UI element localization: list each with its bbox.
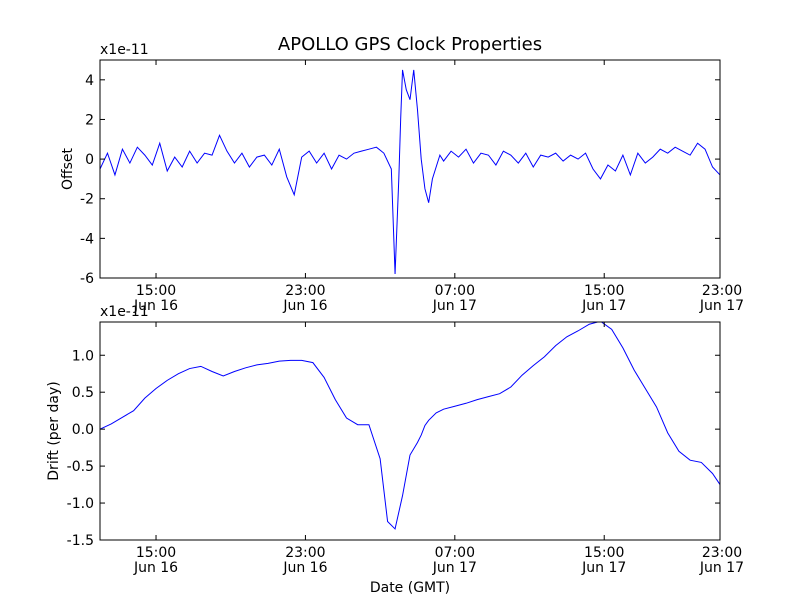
x-tick-time-label: 15:00 [584, 545, 624, 561]
x-tick-time-label: 07:00 [435, 283, 475, 299]
plot-frame [99, 321, 721, 541]
x-tick-date-label: Jun 16 [133, 298, 178, 314]
y-tick-label: -0.5 [67, 459, 94, 475]
x-tick-date-label: Jun 17 [581, 560, 626, 576]
y-tick-label: 0.0 [72, 422, 94, 438]
y-tick-label: 2 [85, 112, 94, 128]
x-tick-date-label: Jun 16 [282, 298, 327, 314]
x-tick-time-label: 23:00 [285, 545, 325, 561]
chart-title: APOLLO GPS Clock Properties [278, 34, 542, 55]
x-axis-label: Date (GMT) [370, 580, 450, 596]
series-line [100, 69, 720, 275]
y-axis-label: Drift (per day) [46, 381, 62, 480]
y-tick-label: 0.5 [72, 385, 94, 401]
x-tick-time-label: 15:00 [136, 283, 176, 299]
x-tick-date-label: Jun 17 [581, 298, 626, 314]
x-tick-date-label: Jun 17 [432, 298, 477, 314]
x-tick-time-label: 15:00 [584, 283, 624, 299]
x-tick-time-label: 15:00 [136, 545, 176, 561]
y-axis-label: Offset [60, 147, 76, 190]
x-tick-time-label: 23:00 [702, 545, 742, 561]
y-tick-label: -1.0 [67, 496, 94, 512]
x-tick-date-label: Jun 17 [699, 298, 744, 314]
y-tick-label: -2 [80, 192, 94, 208]
y-tick-label: 1.0 [72, 348, 94, 364]
y-tick-label: -1.5 [67, 533, 94, 549]
y-multiplier-label: x1e-11 [100, 304, 149, 320]
y-multiplier-label: x1e-11 [100, 42, 149, 58]
y-tick-label: 0 [85, 152, 94, 168]
x-tick-date-label: Jun 16 [282, 560, 327, 576]
x-tick-time-label: 23:00 [285, 283, 325, 299]
x-tick-date-label: Jun 17 [432, 560, 477, 576]
plot-frame [99, 59, 721, 279]
y-tick-label: 4 [85, 73, 94, 89]
x-tick-time-label: 07:00 [435, 545, 475, 561]
series-line [100, 322, 720, 530]
x-tick-date-label: Jun 16 [133, 560, 178, 576]
y-tick-label: -6 [80, 271, 94, 287]
x-tick-date-label: Jun 17 [699, 560, 744, 576]
y-tick-label: -4 [80, 231, 94, 247]
x-tick-time-label: 23:00 [702, 283, 742, 299]
